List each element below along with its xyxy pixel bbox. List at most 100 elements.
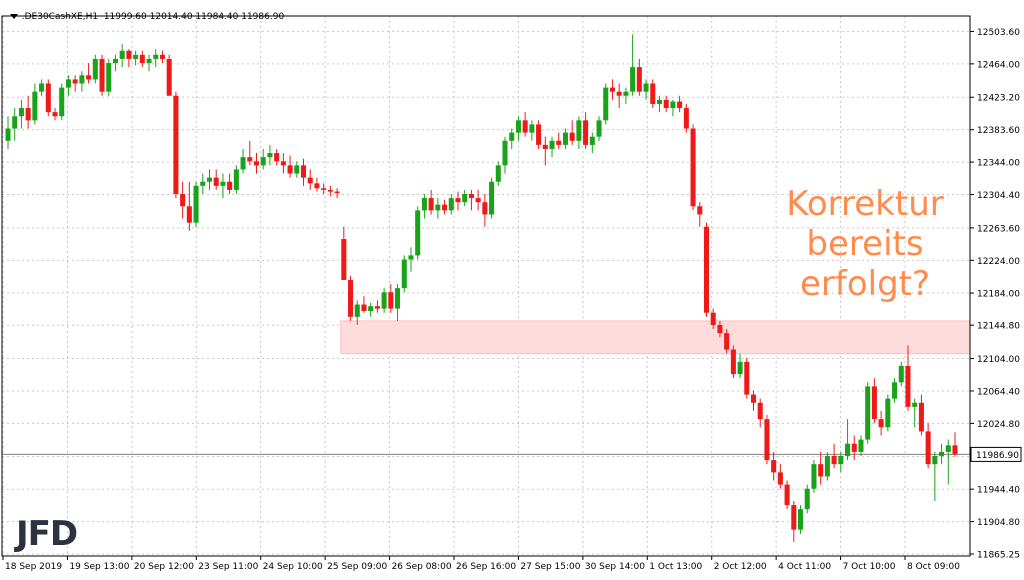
- chart-header[interactable]: .DE30CashXE,H1 11999.60 12014.40 11984.4…: [4, 2, 284, 22]
- candle: [643, 79, 649, 100]
- candle: [865, 382, 871, 444]
- y-tick-label: 12024.80: [977, 420, 1020, 430]
- candle: [703, 222, 710, 317]
- y-tick-label: 11904.80: [977, 518, 1020, 528]
- candle: [401, 255, 407, 293]
- candle-body: [589, 136, 595, 145]
- candle-body: [119, 50, 125, 59]
- candle-body: [354, 304, 360, 317]
- candle-body: [663, 99, 669, 109]
- candle-body: [603, 87, 609, 121]
- candle: [495, 161, 501, 186]
- axes-layer: 12503.60 12464.00 12423.20 12383.60 12344.00…: [1, 15, 1022, 572]
- candles-layer: [5, 34, 958, 542]
- candle-body: [314, 183, 320, 189]
- candle: [106, 58, 112, 96]
- candle-body: [213, 177, 219, 186]
- candle-body: [32, 91, 38, 121]
- candle: [468, 189, 474, 211]
- candle: [388, 284, 394, 313]
- candle: [851, 435, 857, 461]
- candle-body: [811, 464, 817, 489]
- candle: [656, 95, 663, 113]
- candle-body: [280, 161, 286, 166]
- candle-body: [750, 394, 757, 403]
- candle: [502, 136, 508, 174]
- candle-body: [616, 91, 622, 96]
- candle: [408, 247, 414, 272]
- y-tick-label: 12263.60: [977, 224, 1020, 234]
- candle-body: [341, 239, 347, 280]
- candle: [448, 194, 454, 215]
- candle: [119, 44, 125, 68]
- candle: [18, 99, 24, 129]
- candle-body: [683, 108, 689, 129]
- candle: [220, 173, 226, 199]
- candle-body: [348, 279, 354, 317]
- candle: [515, 116, 521, 141]
- y-tick-label: 12383.60: [977, 126, 1020, 136]
- candle-body: [798, 509, 804, 530]
- candle-body: [374, 306, 380, 309]
- candle-body: [455, 198, 461, 203]
- candle: [845, 419, 851, 461]
- candle: [227, 173, 233, 195]
- candle: [368, 302, 374, 317]
- candle-body: [106, 63, 112, 92]
- current-price-label: 11986.90: [976, 451, 1019, 461]
- candle: [139, 50, 145, 68]
- candle-body: [240, 157, 246, 170]
- candle: [791, 500, 797, 542]
- candle-body: [482, 202, 488, 215]
- candle-body: [72, 79, 78, 84]
- candle: [804, 484, 810, 514]
- candle-body: [260, 157, 266, 166]
- candle-body: [952, 445, 958, 455]
- candle: [925, 423, 931, 469]
- candle: [912, 398, 918, 428]
- candle-body: [112, 58, 118, 64]
- x-tick-label: 27 Sep 15:00: [520, 562, 580, 572]
- candle: [260, 148, 266, 170]
- plot-frame: [1, 15, 971, 557]
- candle-body: [730, 349, 736, 375]
- candle: [159, 50, 165, 64]
- candle-body: [495, 165, 501, 182]
- candle: [811, 460, 817, 493]
- candle-body: [932, 455, 938, 465]
- candle-body: [45, 83, 51, 113]
- annotation-line-1: Korrektur: [786, 184, 944, 224]
- candle: [361, 296, 367, 313]
- candle-body: [321, 188, 327, 190]
- x-tick-label: 1 Oct 13:00: [649, 562, 702, 572]
- candle: [475, 189, 481, 211]
- y-tick-label: 11944.40: [977, 486, 1020, 496]
- candle-body: [724, 333, 730, 350]
- candle: [381, 288, 387, 313]
- candle: [724, 329, 730, 354]
- candle: [945, 439, 951, 485]
- candle-body: [609, 87, 615, 92]
- candle-body: [630, 67, 636, 92]
- chevron-down-icon[interactable]: [9, 14, 18, 19]
- candle: [240, 148, 246, 174]
- candle: [764, 415, 770, 465]
- candle: [482, 194, 488, 227]
- candle-body: [878, 419, 884, 428]
- candle: [300, 158, 307, 186]
- candle-body: [294, 165, 300, 174]
- candle-body: [448, 198, 454, 211]
- jfd-logo: JFD: [16, 514, 78, 554]
- y-tick-label: 12104.00: [977, 355, 1020, 365]
- candle: [871, 378, 877, 424]
- candle-body: [442, 204, 448, 211]
- candle-body: [220, 181, 226, 186]
- candle-body: [515, 120, 521, 133]
- candle-body: [186, 206, 192, 223]
- candle: [206, 169, 213, 190]
- ohlc-readout: 11999.60 12014.40 11984.40 11986.90: [103, 12, 285, 22]
- candle: [200, 173, 206, 195]
- y-tick-label: 11865.25: [977, 551, 1020, 561]
